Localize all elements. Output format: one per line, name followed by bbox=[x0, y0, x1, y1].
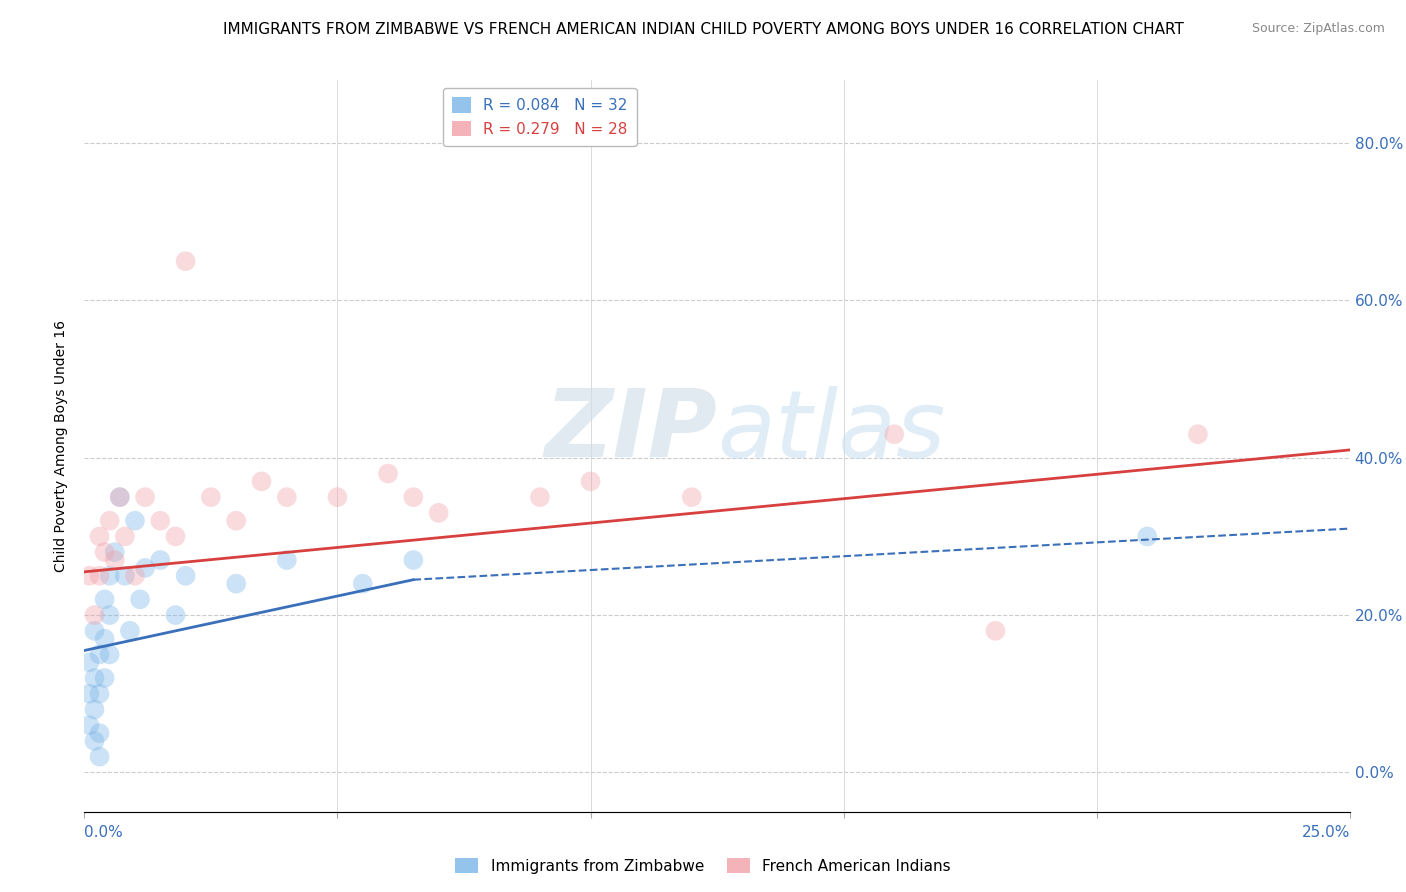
Point bbox=[129, 592, 152, 607]
Point bbox=[79, 718, 101, 732]
Point bbox=[83, 671, 105, 685]
Point bbox=[89, 529, 111, 543]
Point bbox=[79, 655, 101, 669]
Point bbox=[326, 490, 349, 504]
Point bbox=[984, 624, 1007, 638]
Point bbox=[114, 529, 136, 543]
Point bbox=[108, 490, 131, 504]
Point bbox=[149, 514, 172, 528]
Point bbox=[124, 568, 146, 582]
Point bbox=[89, 687, 111, 701]
Text: atlas: atlas bbox=[717, 386, 945, 477]
Point bbox=[98, 608, 121, 623]
Point bbox=[98, 568, 121, 582]
Text: 0.0%: 0.0% bbox=[84, 825, 124, 840]
Point bbox=[427, 506, 450, 520]
Point bbox=[104, 545, 127, 559]
Point bbox=[114, 568, 136, 582]
Point bbox=[402, 553, 425, 567]
Point bbox=[200, 490, 222, 504]
Point bbox=[1136, 529, 1159, 543]
Point bbox=[83, 734, 105, 748]
Point bbox=[98, 514, 121, 528]
Point bbox=[1187, 427, 1209, 442]
Point bbox=[89, 648, 111, 662]
Point bbox=[579, 475, 602, 489]
Point bbox=[104, 553, 127, 567]
Point bbox=[174, 568, 197, 582]
Point bbox=[83, 624, 105, 638]
Point bbox=[93, 671, 115, 685]
Text: Source: ZipAtlas.com: Source: ZipAtlas.com bbox=[1251, 22, 1385, 36]
Point bbox=[93, 545, 115, 559]
Point bbox=[93, 592, 115, 607]
Point bbox=[79, 568, 101, 582]
Text: IMMIGRANTS FROM ZIMBABWE VS FRENCH AMERICAN INDIAN CHILD POVERTY AMONG BOYS UNDE: IMMIGRANTS FROM ZIMBABWE VS FRENCH AMERI… bbox=[222, 22, 1184, 37]
Point bbox=[681, 490, 703, 504]
Point bbox=[250, 475, 273, 489]
Point bbox=[89, 749, 111, 764]
Point bbox=[124, 514, 146, 528]
Y-axis label: Child Poverty Among Boys Under 16: Child Poverty Among Boys Under 16 bbox=[55, 320, 69, 572]
Point bbox=[98, 648, 121, 662]
Point bbox=[83, 608, 105, 623]
Point bbox=[883, 427, 905, 442]
Point bbox=[89, 726, 111, 740]
Point bbox=[79, 687, 101, 701]
Point bbox=[165, 608, 187, 623]
Point bbox=[89, 568, 111, 582]
Point bbox=[174, 254, 197, 268]
Text: ZIP: ZIP bbox=[544, 385, 717, 477]
Point bbox=[402, 490, 425, 504]
Point bbox=[276, 553, 298, 567]
Point bbox=[134, 490, 156, 504]
Point bbox=[108, 490, 131, 504]
Point bbox=[118, 624, 141, 638]
Point bbox=[352, 576, 374, 591]
Point bbox=[93, 632, 115, 646]
Point bbox=[165, 529, 187, 543]
Text: 25.0%: 25.0% bbox=[1302, 825, 1350, 840]
Legend: R = 0.084   N = 32, R = 0.279   N = 28: R = 0.084 N = 32, R = 0.279 N = 28 bbox=[443, 88, 637, 146]
Point bbox=[377, 467, 399, 481]
Point bbox=[83, 702, 105, 716]
Point bbox=[225, 514, 247, 528]
Legend: Immigrants from Zimbabwe, French American Indians: Immigrants from Zimbabwe, French America… bbox=[450, 852, 956, 880]
Point bbox=[529, 490, 551, 504]
Point bbox=[134, 561, 156, 575]
Point bbox=[225, 576, 247, 591]
Point bbox=[276, 490, 298, 504]
Point bbox=[149, 553, 172, 567]
